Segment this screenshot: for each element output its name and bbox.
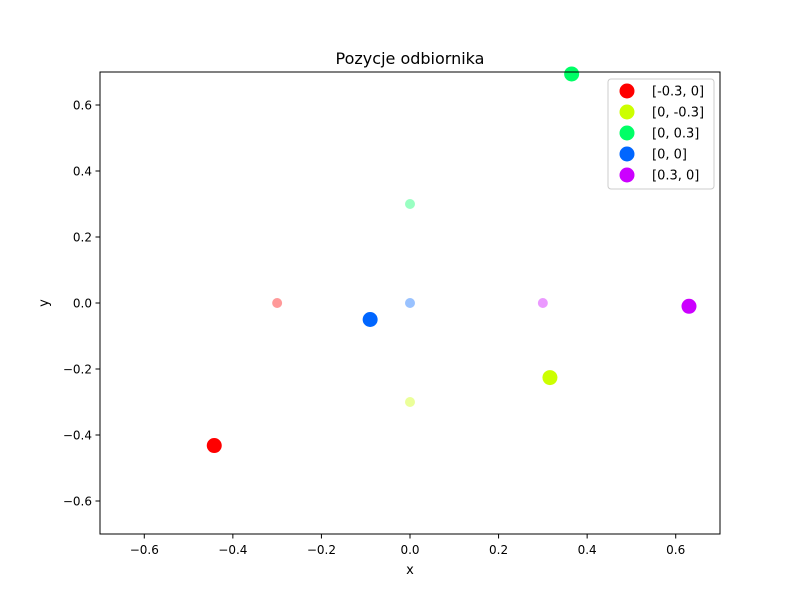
y-tick-label: 0.6 [73,99,92,113]
legend-marker [619,125,635,141]
x-tick-label: −0.2 [307,543,336,557]
true-position-point [405,397,415,407]
legend-marker [619,146,635,162]
y-tick-label: 0.0 [73,297,92,311]
y-tick-label: −0.2 [63,363,92,377]
chart-title: Pozycje odbiornika [336,49,485,68]
true-position-point [537,298,548,308]
legend-label: [0, -0.3] [652,106,704,121]
y-tick-label: 0.2 [73,231,92,245]
legend-marker [619,83,635,99]
legend-marker [619,167,635,183]
x-tick-label: −0.4 [218,543,247,557]
x-tick-label: 0.6 [666,543,685,557]
y-tick-label: −0.6 [63,495,92,509]
y-tick-label: 0.4 [73,165,92,179]
legend-marker [619,104,635,120]
estimated-position-point [564,66,580,82]
legend-label: [0, 0.3] [652,127,699,142]
estimated-position-point [206,438,222,454]
y-axis-label: y [37,299,52,307]
estimated-position-point [681,298,697,314]
x-axis-label: x [406,563,414,578]
y-tick-label: −0.4 [63,429,92,443]
estimated-position-point [542,370,558,386]
legend-box [607,78,715,190]
true-position-point [405,199,415,209]
true-position-point [272,298,283,308]
x-tick-label: 0.4 [578,543,597,557]
plot-marks [206,66,697,454]
legend-label: [-0.3, 0] [652,85,704,100]
legend-label: [0.3, 0] [652,169,699,184]
x-tick-label: −0.6 [130,543,159,557]
x-tick-label: 0.0 [400,543,419,557]
estimated-position-point [362,312,378,327]
axes-group: −0.6 −0.4 −0.2 0.0 0.2 0.4 0.6 −0.6 −0.4 −0.2 0.0 0… [63,99,685,558]
legend: [-0.3, 0] [0, -0.3] [0, 0.3] [0, 0] [0.3, 0] [607,78,715,190]
legend-items: [-0.3, 0] [0, -0.3] [0, 0.3] [0, 0] [0.3, 0] [619,83,704,184]
legend-label: [0, 0] [652,148,687,163]
plot-frame [99,71,721,535]
x-tick-label: 0.2 [489,543,508,557]
true-position-point [405,298,415,308]
